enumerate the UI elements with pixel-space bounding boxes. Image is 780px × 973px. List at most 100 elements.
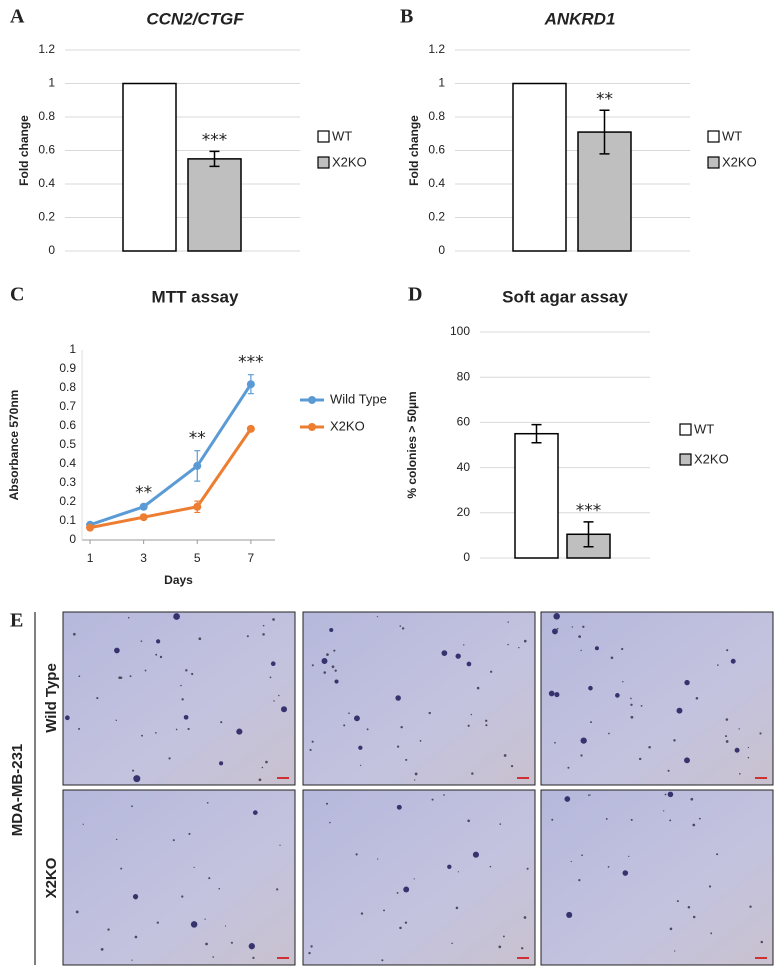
colony [648,746,651,749]
colony [467,819,470,823]
x-tick-label: 7 [248,551,255,565]
colony [134,935,138,939]
colony [230,941,233,944]
colony [236,728,243,735]
colony [399,625,402,627]
colony [334,679,339,684]
colony [622,870,629,876]
colony [414,772,418,776]
legend-swatch [679,423,692,436]
colony [333,649,336,652]
marker [193,502,202,511]
colony [180,684,182,687]
chart-title: ANKRD1 [544,9,616,28]
colony [404,921,408,924]
colony [589,794,591,796]
scale-bar [517,777,529,779]
colony [463,644,465,646]
colony [734,747,740,753]
colony [747,756,750,759]
y-tick-label: 40 [457,460,471,474]
colony [489,670,493,673]
y-tick-label: 0.2 [38,210,55,224]
colony [556,627,559,630]
micrograph [540,789,774,966]
colony [172,839,175,842]
bar [187,158,242,252]
colony [674,950,676,952]
colony [564,796,571,802]
legend-swatch [707,130,720,143]
y-axis-label: Fold change [407,115,421,186]
x-tick-label: 5 [194,551,201,565]
colony [334,669,337,672]
colony [472,851,479,858]
y-tick-label: 0.4 [38,176,55,190]
line [89,427,253,530]
colony [208,877,211,880]
significance: ** [135,483,152,503]
scale-bar [755,777,767,779]
colony [118,676,121,680]
colony [325,802,328,805]
x-tick-label: 1 [87,551,94,565]
colony [395,695,401,701]
colony [246,635,249,638]
colony [739,773,741,775]
colony [360,764,362,767]
colony [621,647,624,651]
scale-bar [755,957,767,959]
colony [78,675,81,678]
colony [396,745,400,748]
colony [156,639,161,644]
y-tick-label: 0.4 [428,176,445,190]
y-tick-label: 0.8 [428,109,445,123]
y-tick-label: 0 [463,550,470,564]
colony [262,624,265,627]
colony [252,810,258,816]
colony [206,801,209,804]
colony [133,775,141,783]
colony [663,810,665,812]
colony [553,613,560,620]
x-tick-label: 3 [140,551,147,565]
colony [132,769,135,772]
colony [396,804,402,810]
colony [419,740,422,742]
colony [485,724,488,727]
legend-swatch [707,156,720,169]
colony [476,686,480,690]
colony [114,647,120,654]
colony [608,732,610,735]
y-axis-label: % colonies > 50µm [405,391,419,498]
y-tick-label: 0.1 [59,513,76,527]
y-tick-label: 80 [457,369,471,383]
colony [360,912,364,915]
colony [594,646,599,651]
colony [717,664,719,666]
panel-label: B [400,6,413,28]
colony [403,886,410,893]
colony [725,735,728,738]
micrograph [302,611,536,786]
y-tick-label: 0.8 [38,109,55,123]
colony [355,853,358,856]
colony [466,661,472,667]
colony [630,715,634,719]
colony [580,649,582,652]
micrograph [62,789,296,966]
colony [308,951,311,955]
legend-marker [308,423,316,431]
colony [273,700,275,702]
colony [628,855,630,858]
colony [708,885,712,888]
colony [218,887,221,890]
y-tick-label: 1.2 [428,42,445,56]
colony [383,909,385,912]
error-bar [583,521,594,548]
colony [252,956,255,959]
legend-label: X2KO [694,451,729,466]
row-label: Wild Type [43,663,60,733]
colony [738,728,740,730]
colony [115,719,117,722]
